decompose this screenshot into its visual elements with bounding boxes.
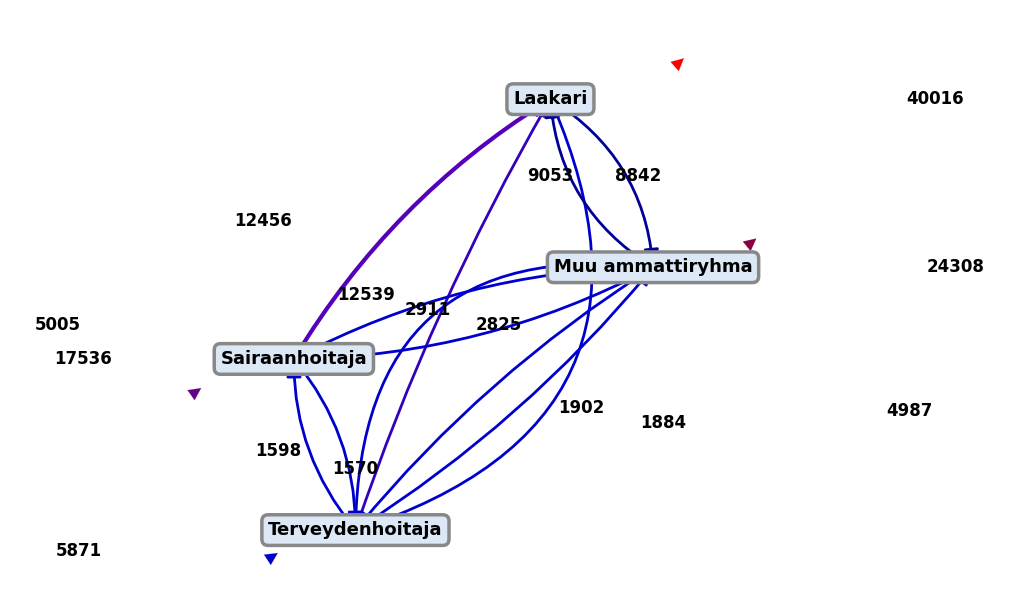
Text: 2911: 2911 [404, 301, 451, 319]
Text: 5005: 5005 [35, 316, 81, 335]
Text: 8842: 8842 [614, 166, 661, 185]
Text: 17536: 17536 [55, 350, 112, 368]
Text: 40016: 40016 [907, 90, 964, 108]
Text: 1884: 1884 [640, 414, 686, 432]
Text: Terveydenhoitaja: Terveydenhoitaja [269, 521, 442, 539]
Text: 4987: 4987 [886, 402, 932, 420]
Text: Laakari: Laakari [513, 90, 588, 108]
Text: 12456: 12456 [235, 212, 292, 230]
Text: Muu ammattiryhma: Muu ammattiryhma [554, 258, 752, 276]
Text: 24308: 24308 [927, 258, 985, 276]
Text: 12539: 12539 [336, 286, 395, 304]
Text: 2825: 2825 [476, 316, 523, 335]
Text: Sairaanhoitaja: Sairaanhoitaja [220, 350, 367, 368]
Text: 1902: 1902 [558, 399, 604, 417]
Text: 1598: 1598 [255, 441, 301, 460]
Text: 5871: 5871 [56, 543, 102, 561]
Text: 9053: 9053 [527, 166, 573, 185]
Text: 1570: 1570 [332, 460, 379, 478]
